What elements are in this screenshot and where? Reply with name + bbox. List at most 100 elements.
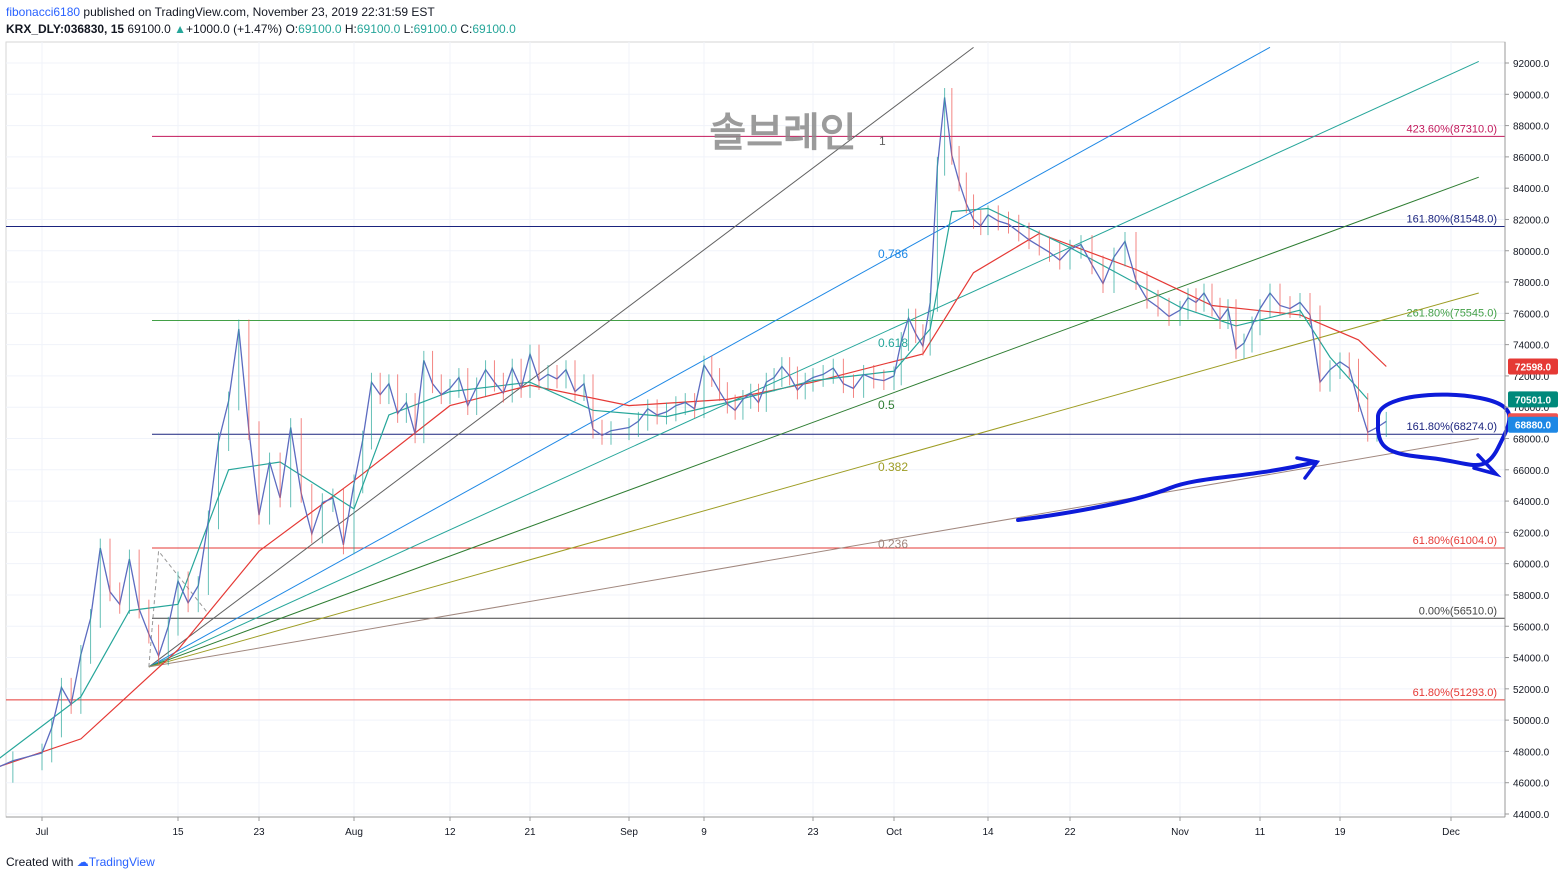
arrow-head-icon [1295, 456, 1321, 480]
x-tick-label: 14 [982, 827, 994, 838]
fib-level-label: 423.60%(87310.0) [1406, 123, 1497, 135]
y-tick-label: 84000.0 [1513, 184, 1550, 195]
y-tick-label: 50000.0 [1513, 716, 1550, 727]
x-tick-label: Oct [886, 827, 902, 838]
x-tick-label: Nov [1171, 827, 1189, 838]
fib-fan-line [148, 176, 1479, 668]
plot-frame [5, 41, 1506, 818]
x-tick-label: 12 [444, 827, 456, 838]
x-tick-label: 23 [807, 827, 819, 838]
fib-fan-label: 0.5 [878, 398, 895, 412]
chart-header-quote: KRX_DLY:036830, 15 69100.0 ▲+1000.0 (+1.… [6, 22, 516, 36]
x-tick-label: 15 [172, 827, 184, 838]
close-label: C: [460, 22, 473, 36]
y-tick-label: 66000.0 [1513, 466, 1550, 477]
y-tick-label: 68000.0 [1513, 435, 1550, 446]
low-label: L: [403, 22, 414, 36]
y-tick-label: 80000.0 [1513, 247, 1550, 258]
price-line [0, 97, 1387, 768]
chart-grid [5, 41, 1506, 818]
y-tick-label: 70000.0 [1513, 403, 1550, 414]
x-tick-label: 21 [524, 827, 536, 838]
tradingview-logo-icon: ☁ [76, 855, 89, 869]
tradingview-brand[interactable]: TradingView [88, 855, 155, 869]
hand-annotations [1016, 392, 1512, 522]
fib-levels: 423.60%(87310.0) 161.80%(81548.0) 261.80%(… [6, 123, 1505, 701]
y-tick-label: 92000.0 [1513, 59, 1550, 70]
y-tick-label: 78000.0 [1513, 278, 1550, 289]
price-badge [1508, 416, 1558, 433]
x-tick-label: 9 [701, 827, 707, 838]
price-change: +1000.0 (+1.47%) [186, 22, 283, 36]
fib-fan-line [148, 60, 1479, 668]
author-link[interactable]: fibonacci6180 [6, 5, 81, 19]
footer: Created with ☁TradingView [6, 855, 155, 869]
y-tick-label: 60000.0 [1513, 560, 1550, 571]
fib-fan-line [148, 46, 974, 668]
y-tick-label: 86000.0 [1513, 153, 1550, 164]
low-value: 69100.0 [413, 22, 458, 36]
fib-level-label: 161.80%(68274.0) [1406, 421, 1497, 433]
fib-level-label: 61.80%(51293.0) [1413, 687, 1497, 699]
price-badge-label: 70501.0 [1515, 395, 1552, 406]
fib-fan-label: 0.382 [878, 460, 908, 474]
x-tick-label: Aug [345, 827, 363, 838]
fib-fan-line [148, 46, 1271, 668]
chart-axes: 92000.0 90000.0 88000.0 86000.0 84000.0 82000… [6, 42, 1550, 838]
published-text: published on TradingView.com, November 2… [80, 5, 435, 19]
y-tick-label: 74000.0 [1513, 341, 1550, 352]
moving-average-fast [0, 207, 1369, 759]
fib-level-label: 0.00%(56510.0) [1419, 605, 1497, 617]
close-value: 69100.0 [472, 22, 516, 36]
price-badge-label: 72598.0 [1515, 363, 1552, 374]
high-value: 69100.0 [356, 22, 401, 36]
fib-fan-label: 0.618 [878, 336, 908, 350]
fan-guide-dashed [148, 549, 209, 667]
price-badge-label: 68880.0 [1515, 421, 1552, 432]
fib-fan-label: 0.786 [878, 247, 908, 261]
x-tick-label: Jul [36, 827, 49, 838]
x-tick-label: 23 [253, 827, 265, 838]
y-tick-label: 90000.0 [1513, 90, 1550, 101]
price-badge [1508, 358, 1558, 375]
y-tick-label: 44000.0 [1513, 810, 1550, 821]
y-tick-label: 62000.0 [1513, 528, 1550, 539]
circle-arrow-icon [1472, 453, 1502, 478]
moving-average-slow [0, 232, 1387, 767]
price-badge [1508, 391, 1558, 408]
fib-fan-line [148, 292, 1479, 668]
price-series [0, 88, 1387, 783]
last-price: 69100.0 [127, 22, 171, 36]
trend-arrow-stroke [1016, 460, 1318, 522]
fib-fan: 1 0.786 0.618 0.5 0.382 0.236 [148, 46, 1479, 668]
y-tick-label: 72000.0 [1513, 372, 1550, 383]
fib-level-label: 161.80%(81548.0) [1406, 214, 1497, 226]
fib-fan-label: 1 [879, 134, 886, 148]
fib-fan-line [148, 438, 1479, 668]
y-tick-label: 64000.0 [1513, 497, 1550, 508]
x-tick-label: 19 [1334, 827, 1346, 838]
fib-fan-label: 0.236 [878, 537, 908, 551]
y-tick-label: 48000.0 [1513, 747, 1550, 758]
fib-level-label: 261.80%(75545.0) [1406, 307, 1497, 319]
open-value: 69100.0 [298, 22, 342, 36]
fib-level-label: 61.80%(61004.0) [1413, 535, 1497, 547]
y-tick-label: 46000.0 [1513, 779, 1550, 790]
y-tick-label: 52000.0 [1513, 685, 1550, 696]
symbol-label: KRX_DLY:036830, 15 [6, 22, 125, 36]
up-arrow-icon: ▲ [174, 22, 187, 36]
y-tick-label: 82000.0 [1513, 215, 1550, 226]
y-tick-label: 88000.0 [1513, 122, 1550, 133]
chart-title: 솔브레인 [709, 110, 856, 156]
x-tick-label: 22 [1064, 827, 1076, 838]
y-tick-label: 58000.0 [1513, 591, 1550, 602]
chart-header-publisher: fibonacci6180 published on TradingView.c… [6, 5, 435, 19]
y-tick-label: 76000.0 [1513, 309, 1550, 320]
created-with-text: Created with [6, 855, 74, 869]
x-tick-label: 11 [1255, 827, 1266, 838]
x-tick-label: Sep [620, 827, 638, 838]
y-tick-label: 56000.0 [1513, 622, 1550, 633]
x-tick-label: Dec [1442, 827, 1460, 838]
